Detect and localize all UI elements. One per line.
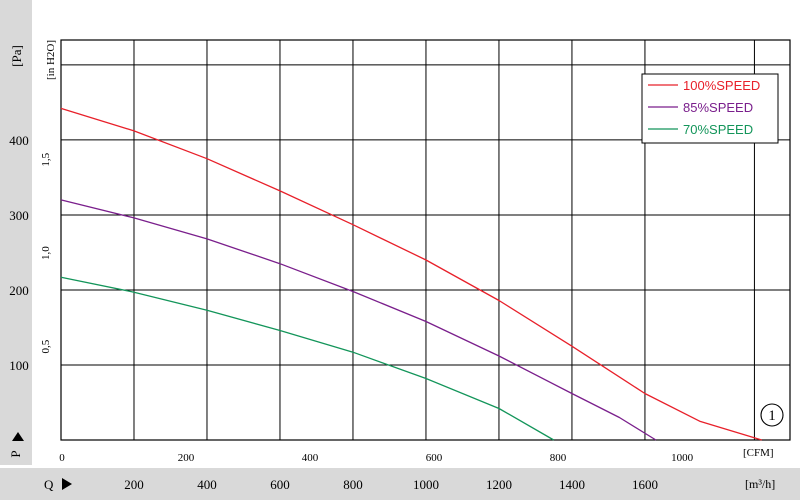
- cfm-tick-label-5: 1000: [671, 452, 694, 464]
- curve-2: [60, 276, 555, 441]
- inh2o-tick-label-0: 0,5: [40, 339, 52, 353]
- m3h-tick-label-2: 600: [270, 477, 290, 492]
- legend: 100%SPEED 85%SPEED 70%SPEED: [641, 73, 779, 144]
- cfm-axis-unit: [CFM]: [743, 447, 774, 459]
- left-axis-arrow-icon: [12, 432, 24, 441]
- inner-axis-unit: [in H2O]: [45, 40, 57, 80]
- left-axis-symbol: P: [8, 450, 23, 457]
- bottom-axis-band: [0, 468, 800, 500]
- cfm-tick-label-2: 400: [302, 452, 319, 464]
- m3h-tick-label-3: 800: [343, 477, 363, 492]
- legend-label-2: 70%SPEED: [683, 122, 753, 137]
- pa-tick-label-3: 400: [9, 133, 29, 148]
- m3h-tick-label-0: 200: [124, 477, 144, 492]
- m3h-tick-label-6: 1400: [559, 477, 585, 492]
- pa-tick-label-2: 300: [9, 208, 29, 223]
- m3h-tick-label-4: 1000: [413, 477, 439, 492]
- left-axis-unit: [Pa]: [9, 45, 24, 67]
- inh2o-tick-label-1: 1,0: [40, 246, 52, 260]
- m3h-tick-label-7: 1600: [632, 477, 658, 492]
- m3h-axis-symbol: Q: [44, 477, 54, 492]
- curve-0: [60, 107, 762, 441]
- cfm-tick-label-4: 800: [550, 452, 567, 464]
- m3h-tick-label-1: 400: [197, 477, 217, 492]
- pa-tick-label-0: 100: [9, 358, 29, 373]
- pa-tick-label-1: 200: [9, 283, 29, 298]
- curve-marker-circle: [760, 403, 784, 427]
- curve-marker: 1: [760, 403, 784, 427]
- curve-1: [60, 199, 657, 441]
- cfm-tick-label-0: 0: [59, 452, 65, 464]
- curves: [60, 107, 762, 441]
- m3h-tick-label-5: 1200: [486, 477, 512, 492]
- legend-label-1: 85%SPEED: [683, 100, 753, 115]
- curve-marker-label: 1: [768, 408, 776, 424]
- left-axis-band: [0, 0, 32, 465]
- tick-labels: 200 400 600 800 1000 1200 1400 1600 100 200 300 400…: [9, 133, 693, 492]
- cfm-tick-label-1: 200: [178, 452, 195, 464]
- inh2o-tick-label-2: 1,5: [40, 152, 52, 166]
- m3h-axis-arrow-icon: [62, 478, 72, 490]
- legend-label-0: 100%SPEED: [683, 78, 760, 93]
- m3h-axis-unit: [m³/h]: [745, 477, 775, 491]
- cfm-tick-label-3: 600: [426, 452, 443, 464]
